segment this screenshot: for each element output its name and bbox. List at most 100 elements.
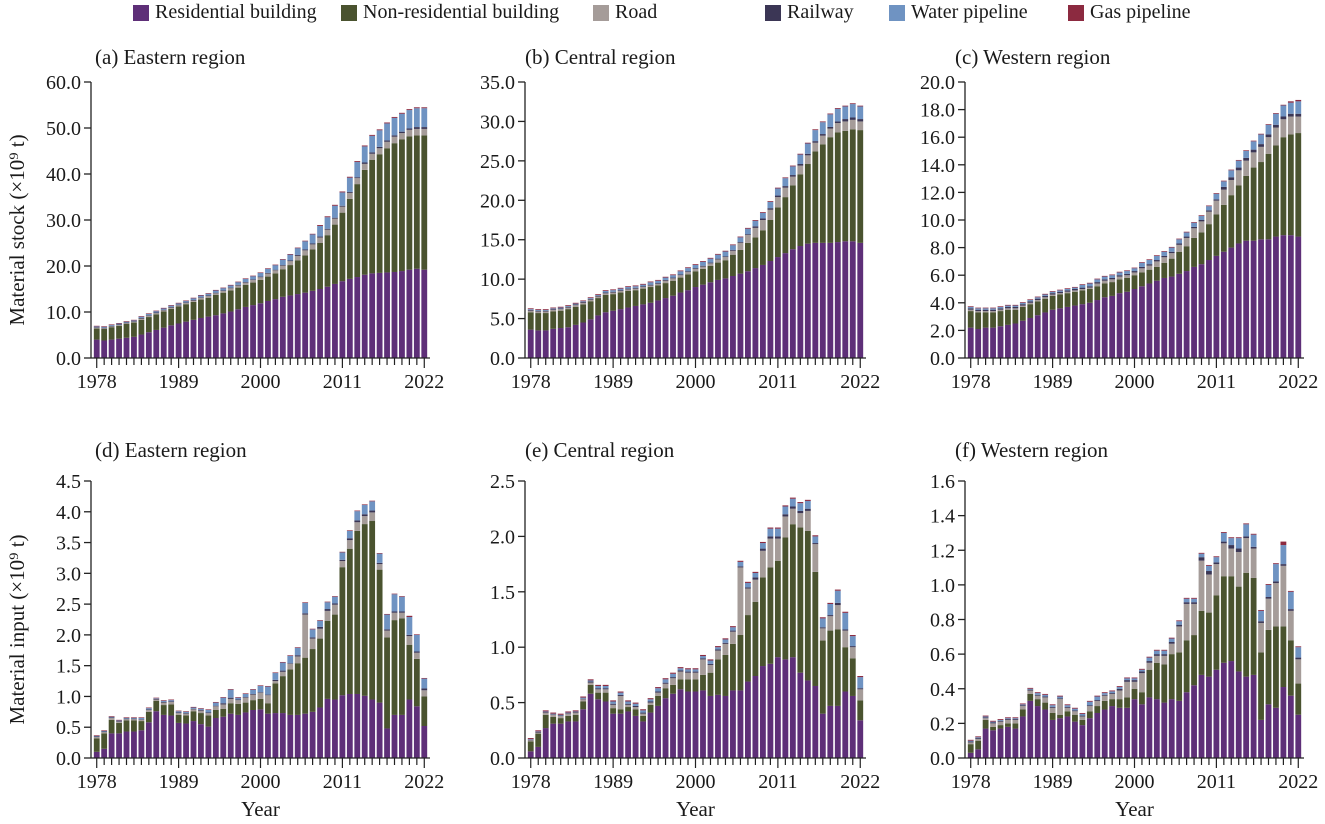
bar-segment-railway-1995 <box>220 703 227 705</box>
bar-segment-water-1994 <box>212 702 219 706</box>
chart-title: (f) Western region <box>955 438 1109 462</box>
bar-segment-gas-2022 <box>1295 99 1302 102</box>
bar-segment-nonresidential-1978 <box>527 312 534 330</box>
bar-segment-nonresidential-2014 <box>361 524 368 696</box>
bar-segment-nonresidential-2003 <box>715 262 721 280</box>
bar-segment-residential-1983 <box>131 731 137 758</box>
bar-segment-road-2022 <box>1295 116 1302 134</box>
bar-segment-nonresidential-2015 <box>804 164 811 244</box>
chart-title: (c) Western region <box>955 45 1111 69</box>
bar-segment-residential-1986 <box>587 319 594 358</box>
bar-segment-water-1985 <box>1019 302 1026 305</box>
bar-segment-gas-1993 <box>1079 712 1086 714</box>
bar-segment-nonresidential-1992 <box>632 709 639 716</box>
bar-segment-nonresidential-2004 <box>287 669 294 715</box>
bar-segment-nonresidential-1982 <box>997 725 1004 729</box>
bar-segment-road-2017 <box>1258 146 1264 163</box>
bar-segment-nonresidential-1987 <box>1034 699 1041 707</box>
bar-segment-residential-2007 <box>1183 271 1190 358</box>
bar-segment-road-1984 <box>138 318 145 320</box>
bar-segment-residential-1993 <box>640 304 646 358</box>
x-axis-label: Year <box>1115 797 1154 821</box>
bar-segment-water-1984 <box>138 717 145 720</box>
bar-segment-nonresidential-2005 <box>730 254 736 276</box>
bar-segment-nonresidential-2009 <box>759 577 766 667</box>
bar-segment-water-1991 <box>1064 289 1071 291</box>
bar-segment-railway-1987 <box>1034 694 1041 696</box>
bar-segment-residential-1990 <box>1057 718 1063 758</box>
bar-segment-nonresidential-2017 <box>819 640 826 714</box>
bar-segment-railway-1998 <box>677 274 684 276</box>
bar-segment-residential-1979 <box>535 746 542 758</box>
bar-segment-residential-1990 <box>617 713 624 758</box>
bar-segment-gas-2011 <box>774 527 781 529</box>
bar-segment-railway-1998 <box>242 282 249 283</box>
bar-segment-residential-2003 <box>279 713 286 758</box>
bar-segment-water-2016 <box>1250 141 1257 150</box>
bar-segment-gas-1990 <box>183 300 189 302</box>
bar-segment-railway-2006 <box>302 613 309 615</box>
bar-segment-road-2010 <box>1206 211 1212 225</box>
bar-segment-water-2001 <box>1139 262 1145 267</box>
bar-segment-gas-2015 <box>1243 150 1250 151</box>
bar-segment-residential-1993 <box>640 721 646 758</box>
bar-segment-road-1987 <box>1034 695 1041 700</box>
bar-segment-residential-1991 <box>625 307 632 358</box>
bar-segment-water-2005 <box>1168 638 1175 642</box>
y-tick-label: 0.8 <box>930 610 955 632</box>
bar-segment-gas-1978 <box>93 735 100 736</box>
bar-segment-nonresidential-1997 <box>670 280 676 296</box>
bar-segment-railway-2021 <box>413 127 420 129</box>
x-tick-label: 1989 <box>593 371 633 393</box>
bar-segment-road-2003 <box>279 265 286 270</box>
bar-segment-railway-1988 <box>602 292 609 294</box>
bar-segment-road-1997 <box>235 700 242 704</box>
bar-segment-railway-1984 <box>1012 306 1019 309</box>
bar-segment-nonresidential-2015 <box>804 530 811 681</box>
bar-segment-railway-2019 <box>1273 124 1279 128</box>
y-axis-label: Material stock (×10⁹ t) <box>5 134 29 325</box>
bar-segment-water-2001 <box>265 686 271 695</box>
bar-segment-water-2000 <box>1131 268 1138 272</box>
bar-segment-nonresidential-1992 <box>198 713 204 725</box>
bar-segment-gas-1979 <box>535 309 542 310</box>
bar-segment-residential-1993 <box>1079 725 1086 758</box>
bar-segment-road-2003 <box>1153 261 1160 267</box>
bar-segment-nonresidential-1984 <box>138 721 145 731</box>
bar-segment-nonresidential-2015 <box>1243 572 1250 677</box>
bar-segment-road-2011 <box>1213 564 1220 596</box>
y-tick-label: 2.0 <box>930 320 955 342</box>
bar-segment-gas-1993 <box>640 283 646 285</box>
bar-segment-water-1989 <box>1049 291 1056 294</box>
bar-segment-gas-1988 <box>602 290 609 291</box>
bar-segment-water-1983 <box>1005 305 1011 307</box>
bar-segment-gas-2010 <box>767 201 774 202</box>
bar-segment-gas-1978 <box>527 308 534 310</box>
bar-segment-water-1993 <box>640 284 646 287</box>
bar-segment-railway-2012 <box>782 514 789 517</box>
bar-segment-gas-1996 <box>227 284 234 286</box>
bar-segment-water-1980 <box>542 309 549 311</box>
bar-segment-water-2002 <box>707 258 714 263</box>
bar-segment-railway-2014 <box>361 162 368 164</box>
bar-segment-gas-2004 <box>1161 649 1168 651</box>
bar-segment-residential-2022 <box>857 720 864 758</box>
bar-segment-nonresidential-2002 <box>707 265 714 283</box>
bar-segment-nonresidential-2005 <box>1168 654 1175 700</box>
bar-segment-water-2021 <box>413 108 420 128</box>
bar-segment-water-2022 <box>421 108 428 128</box>
y-tick-label: 20.0 <box>46 256 81 278</box>
x-axis-label: Year <box>241 797 280 821</box>
bar-segment-railway-1985 <box>1019 705 1026 707</box>
bar-segment-gas-2007 <box>309 628 316 630</box>
bar-segment-road-2006 <box>302 250 309 256</box>
bar-segment-nonresidential-1981 <box>116 325 122 339</box>
bar-segment-residential-2002 <box>707 282 714 358</box>
bar-segment-gas-1996 <box>1101 275 1108 277</box>
bar-segment-road-2017 <box>819 135 826 145</box>
bar-segment-nonresidential-1979 <box>101 329 108 341</box>
bar-segment-residential-1987 <box>1034 315 1041 358</box>
bar-segment-nonresidential-2003 <box>1153 266 1160 281</box>
bar-segment-road-2009 <box>759 220 766 231</box>
bar-segment-road-1993 <box>1079 289 1086 291</box>
